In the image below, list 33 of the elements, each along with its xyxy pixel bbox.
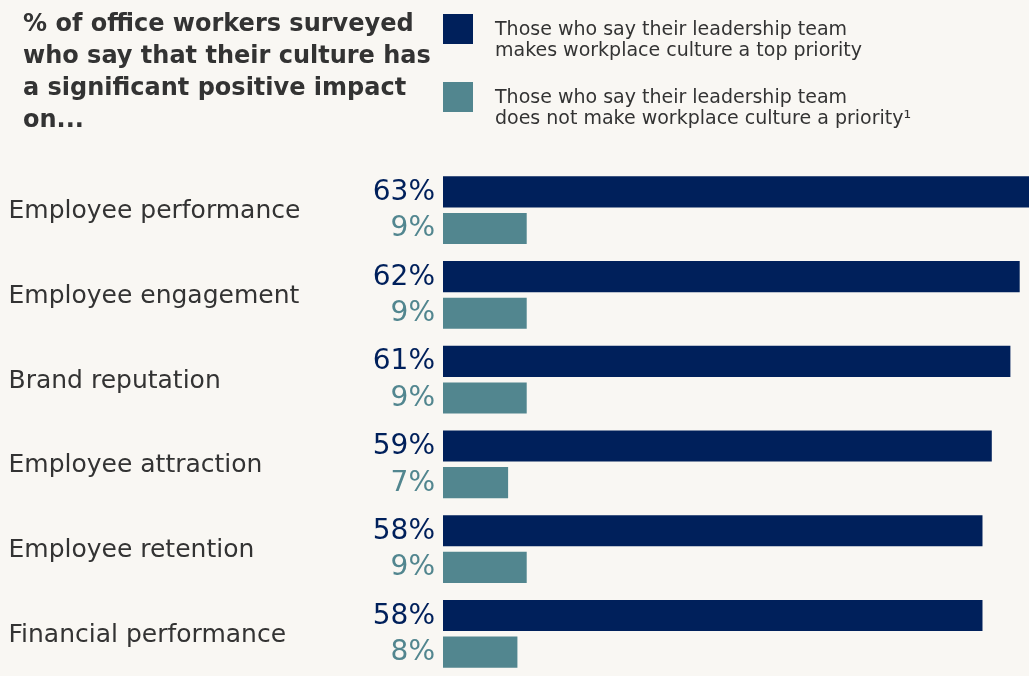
bar	[443, 636, 518, 668]
bar	[443, 260, 1020, 293]
data-label: 9%	[390, 549, 435, 583]
bar	[443, 345, 1011, 377]
bar	[443, 515, 983, 547]
bar	[443, 599, 983, 632]
data-label: 7%	[390, 464, 435, 498]
y-tick-label: Employee performance	[8, 195, 301, 225]
y-tick-label: Financial performance	[8, 618, 287, 648]
bar	[443, 467, 509, 499]
data-label: 58%	[372, 597, 435, 631]
data-label: 9%	[390, 210, 435, 244]
data-label: 61%	[372, 343, 435, 377]
bar	[443, 551, 527, 584]
bar	[443, 176, 1029, 208]
data-label: 8%	[390, 634, 435, 668]
data-label: 9%	[390, 295, 435, 329]
bar	[443, 430, 992, 462]
data-label: 62%	[372, 258, 435, 292]
bar	[443, 382, 527, 414]
y-tick-label: Employee engagement	[8, 279, 300, 309]
data-label: 9%	[390, 379, 435, 413]
data-label: 58%	[372, 512, 435, 546]
y-tick-label: Employee retention	[8, 534, 255, 564]
data-label: 63%	[372, 173, 435, 207]
bar	[443, 212, 527, 245]
legend-label: Those who say their leadership team makes workplace culture a top priority	[494, 17, 863, 60]
legend-label: Those who say their leadership team does not make workplace culture a priority¹	[494, 85, 912, 128]
data-label: 59%	[372, 428, 435, 462]
bar	[443, 297, 527, 329]
y-tick-label: Employee attraction	[8, 449, 263, 479]
text: % of office workers surveyed who say that their culture has a significant positive impact on...	[23, 9, 431, 133]
y-tick-label: Brand reputation	[8, 364, 221, 394]
